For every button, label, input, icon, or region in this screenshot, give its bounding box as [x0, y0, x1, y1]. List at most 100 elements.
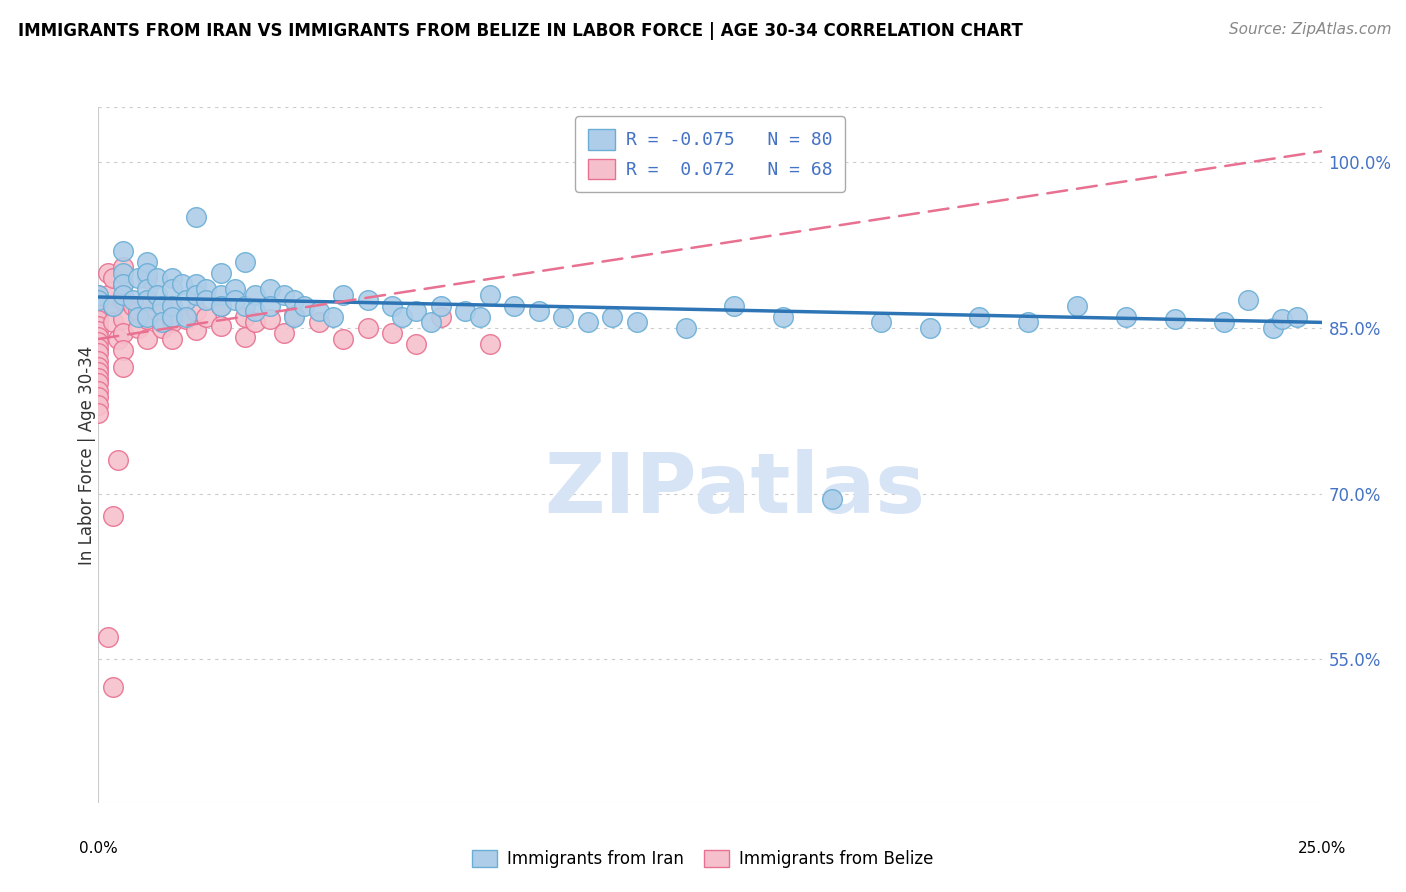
- Point: [283, 310, 305, 324]
- Point: [233, 254, 256, 268]
- Point: [87, 376, 110, 391]
- Point: [195, 310, 218, 324]
- Point: [308, 315, 330, 329]
- Point: [576, 315, 599, 329]
- Point: [160, 282, 183, 296]
- Point: [186, 304, 208, 318]
- Point: [233, 299, 256, 313]
- Point: [626, 315, 648, 329]
- Point: [101, 299, 124, 313]
- Point: [160, 332, 183, 346]
- Point: [1271, 312, 1294, 326]
- Point: [233, 330, 256, 344]
- Point: [186, 211, 208, 225]
- Point: [1212, 315, 1234, 329]
- Point: [391, 310, 413, 324]
- Point: [97, 266, 120, 280]
- Point: [170, 277, 193, 291]
- Point: [381, 299, 404, 313]
- Point: [209, 266, 232, 280]
- Point: [87, 324, 110, 338]
- Point: [243, 315, 266, 329]
- Point: [146, 271, 169, 285]
- Point: [332, 287, 354, 301]
- Point: [127, 310, 149, 324]
- Point: [136, 254, 159, 268]
- Point: [121, 299, 143, 313]
- Point: [101, 315, 124, 329]
- Legend: Immigrants from Iran, Immigrants from Belize: Immigrants from Iran, Immigrants from Be…: [465, 843, 941, 875]
- Point: [186, 323, 208, 337]
- Point: [356, 293, 378, 308]
- Point: [87, 308, 110, 322]
- Point: [468, 310, 491, 324]
- Point: [356, 321, 378, 335]
- Point: [527, 304, 550, 318]
- Point: [136, 282, 159, 296]
- Point: [87, 330, 110, 344]
- Point: [87, 406, 110, 420]
- Point: [111, 244, 134, 258]
- Point: [772, 310, 794, 324]
- Point: [224, 282, 246, 296]
- Point: [967, 310, 990, 324]
- Point: [87, 287, 110, 301]
- Point: [111, 293, 134, 308]
- Point: [87, 313, 110, 327]
- Point: [136, 332, 159, 346]
- Point: [553, 310, 575, 324]
- Point: [186, 277, 208, 291]
- Point: [405, 304, 427, 318]
- Point: [243, 287, 266, 301]
- Point: [1261, 321, 1284, 335]
- Point: [136, 310, 159, 324]
- Point: [186, 287, 208, 301]
- Point: [101, 299, 124, 313]
- Point: [405, 337, 427, 351]
- Point: [87, 318, 110, 333]
- Point: [176, 310, 198, 324]
- Point: [127, 271, 149, 285]
- Point: [503, 299, 526, 313]
- Point: [430, 310, 453, 324]
- Point: [160, 315, 183, 329]
- Point: [87, 293, 110, 308]
- Point: [1164, 312, 1187, 326]
- Point: [160, 299, 183, 313]
- Point: [1286, 310, 1309, 324]
- Point: [420, 315, 443, 329]
- Point: [87, 354, 110, 368]
- Point: [723, 299, 745, 313]
- Point: [87, 287, 110, 301]
- Text: 0.0%: 0.0%: [79, 841, 118, 856]
- Point: [259, 299, 281, 313]
- Point: [136, 312, 159, 326]
- Point: [381, 326, 404, 341]
- Point: [273, 326, 295, 341]
- Point: [870, 315, 893, 329]
- Point: [259, 312, 281, 326]
- Point: [136, 293, 159, 308]
- Point: [136, 266, 159, 280]
- Point: [111, 326, 134, 341]
- Point: [107, 453, 129, 467]
- Point: [454, 304, 477, 318]
- Point: [87, 384, 110, 398]
- Point: [160, 310, 183, 324]
- Point: [430, 299, 453, 313]
- Point: [1237, 293, 1260, 308]
- Point: [111, 266, 134, 280]
- Point: [195, 282, 218, 296]
- Point: [87, 335, 110, 350]
- Point: [111, 343, 134, 357]
- Point: [121, 293, 143, 308]
- Point: [1115, 310, 1137, 324]
- Text: ZIPatlas: ZIPatlas: [544, 450, 925, 530]
- Point: [283, 293, 305, 308]
- Point: [87, 359, 110, 374]
- Point: [308, 304, 330, 318]
- Point: [176, 312, 198, 326]
- Point: [111, 312, 134, 326]
- Point: [1066, 299, 1088, 313]
- Point: [1017, 315, 1039, 329]
